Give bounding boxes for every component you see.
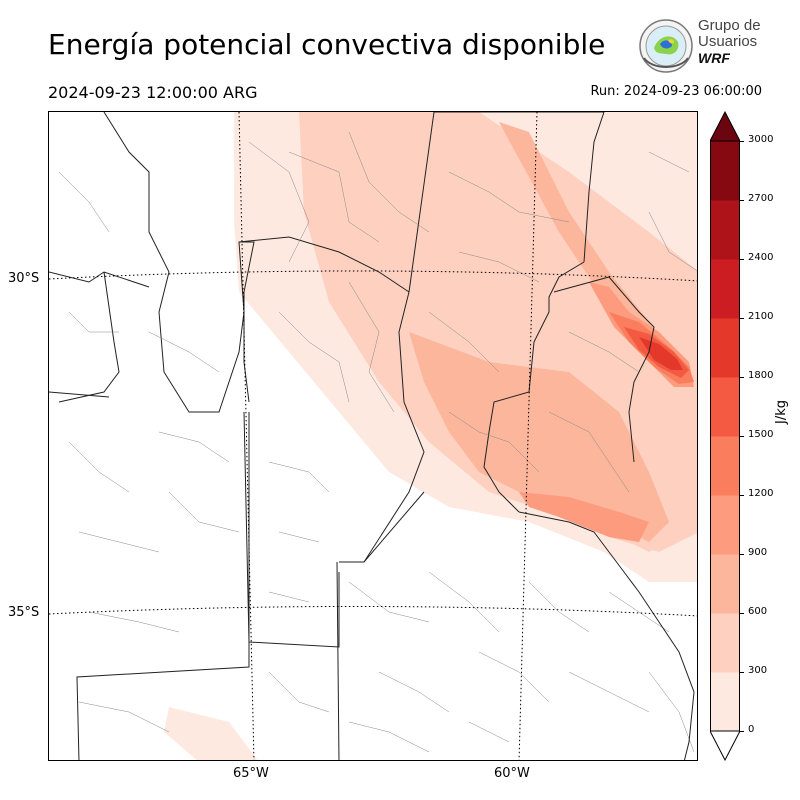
lat-label-30s: 30°S: [8, 271, 40, 286]
colorbar-tick-mark: [740, 731, 744, 732]
colorbar-swatch: [710, 318, 740, 378]
colorbar-tick-label: 2400: [748, 252, 774, 263]
colorbar-tick-mark: [740, 377, 744, 378]
colorbar-swatch: [710, 259, 740, 319]
colorbar-tick-label: 600: [748, 606, 768, 617]
colorbar-swatch: [710, 141, 740, 201]
colorbar-tick-mark: [740, 436, 744, 437]
province-borders: [49, 112, 655, 760]
colorbar-tick-label: 300: [748, 665, 768, 676]
colorbar-tick-label: 2100: [748, 311, 774, 322]
colorbar-tick-label: 2700: [748, 193, 774, 204]
colorbar-tick-mark: [740, 495, 744, 496]
cape-map[interactable]: [49, 112, 698, 761]
colorbar-extend-max: [709, 110, 741, 142]
colorbar-tick-mark: [740, 613, 744, 614]
page-title: Energía potencial convectiva disponible: [48, 28, 606, 61]
colorbar-tick-mark: [740, 318, 744, 319]
map-panel[interactable]: [48, 111, 698, 761]
colorbar-tick-mark: [740, 554, 744, 555]
lat-label-35s: 35°S: [8, 605, 40, 620]
colorbar-swatch: [710, 495, 740, 555]
colorbar: [709, 110, 741, 762]
colorbar-tick-label: 1200: [748, 488, 774, 499]
valid-time: 2024-09-23 12:00:00 ARG: [48, 83, 258, 102]
colorbar-swatch: [710, 200, 740, 260]
colorbar-swatch: [710, 554, 740, 614]
colorbar-frame: [710, 140, 740, 732]
colorbar-tick-label: 0: [748, 724, 755, 735]
colorbar-unit: J/kg: [774, 400, 789, 424]
colorbar-tick-mark: [740, 141, 744, 142]
logo-emblem-icon: [639, 19, 693, 73]
colorbar-tick-mark: [740, 200, 744, 201]
department-borders: [58, 131, 697, 753]
graticule: [49, 112, 697, 760]
colorbar-tick-label: 3000: [748, 134, 774, 145]
colorbar-swatch: [710, 377, 740, 437]
run-time: Run: 2024-09-23 06:00:00: [590, 84, 762, 99]
colorbar-extend-min: [709, 730, 741, 762]
colorbar-tick-mark: [740, 672, 744, 673]
colorbar-tick-label: 1500: [748, 429, 774, 440]
colorbar-tick-mark: [740, 259, 744, 260]
logo-line-2: Usuarios: [698, 33, 758, 50]
logo: Grupo de Usuarios WRF: [638, 18, 778, 74]
colorbar-tick-label: 1800: [748, 370, 774, 381]
colorbar-swatch: [710, 436, 740, 496]
lon-label-65w: 65°W: [233, 766, 269, 781]
logo-line-3: WRF: [698, 50, 730, 66]
colorbar-scale: [709, 110, 741, 762]
logo-line-1: Grupo de: [698, 17, 761, 34]
colorbar-swatch: [710, 613, 740, 673]
colorbar-swatch: [710, 672, 740, 732]
lon-label-60w: 60°W: [494, 766, 530, 781]
colorbar-tick-label: 900: [748, 547, 768, 558]
cape-shading: [164, 112, 697, 760]
coastline: [608, 551, 695, 760]
